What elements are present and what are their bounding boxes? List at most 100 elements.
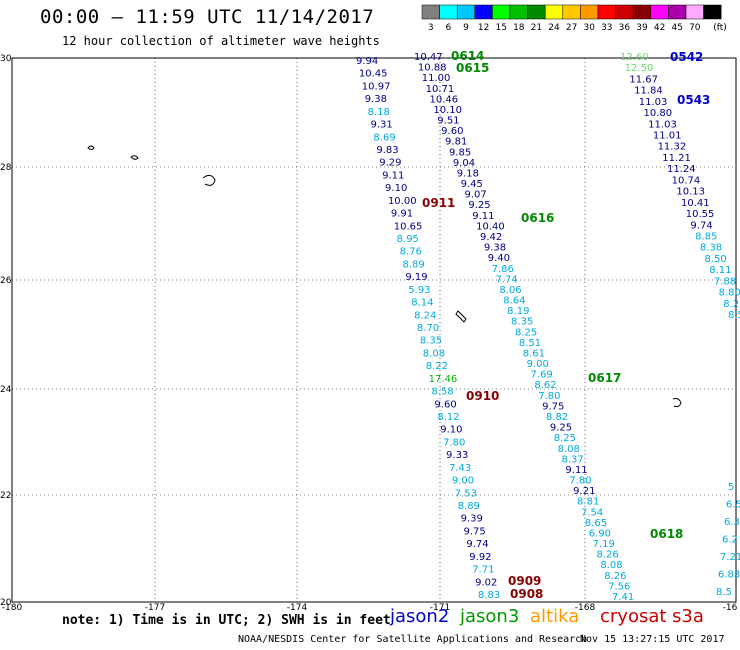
- legend-s3a: s3a: [672, 606, 704, 627]
- track2-value: 9.45: [461, 179, 483, 190]
- track1-value: 9.75: [463, 526, 485, 537]
- page-title: 00:00 – 11:59 UTC 11/14/2017: [40, 6, 375, 28]
- legend-swatch-label: 18: [513, 23, 525, 33]
- lon-label: -171: [430, 603, 450, 613]
- track1-value: 7.80: [443, 437, 465, 448]
- track3-value: 10.41: [681, 198, 710, 209]
- legend-swatch-15: [685, 4, 704, 20]
- track1-value: 8.12: [437, 412, 459, 423]
- track2-value: 8.19: [507, 306, 529, 317]
- track2-value: 9.07: [464, 190, 486, 201]
- track2-value: 11.00: [422, 73, 451, 84]
- track2-value: 9.81: [445, 137, 467, 148]
- track3-value: 8.5: [728, 310, 740, 321]
- lon-label: -16: [723, 603, 738, 613]
- legend-swatch-3: [474, 4, 493, 20]
- legend-jason2: jason2: [390, 606, 450, 627]
- track1-value: 8.83: [478, 590, 500, 601]
- legend-swatch-16: [703, 4, 722, 20]
- track4-value: 8.5: [716, 587, 732, 598]
- legend-swatch-label: 42: [654, 23, 665, 33]
- legend-swatch-label: 30: [583, 23, 595, 33]
- track1-value: 8.76: [400, 247, 422, 258]
- track1-value: 8.18: [368, 107, 390, 118]
- track4-value: 7.21: [720, 552, 740, 563]
- track2-value: 8.64: [503, 296, 525, 307]
- legend-swatch-2: [456, 4, 476, 20]
- track2-value: 6.90: [589, 528, 611, 539]
- track1-value: 8.35: [420, 336, 442, 347]
- track3-value: 10.13: [676, 187, 705, 198]
- track1-value: 9.11: [382, 170, 404, 181]
- lon-label: -174: [287, 603, 308, 613]
- track3-value: 11.03: [648, 119, 677, 130]
- island-outline: [87, 145, 95, 150]
- track1-value: 9.10: [440, 425, 462, 436]
- track3-value: 11.24: [667, 164, 696, 175]
- legend-swatch-label: 12: [478, 23, 489, 33]
- track2-value: 7.80: [569, 476, 591, 487]
- island-outline: [455, 310, 467, 323]
- track3-value: 11.32: [658, 142, 687, 153]
- legend-swatch-label: 45: [671, 23, 682, 33]
- legend-swatch-8: [562, 4, 581, 20]
- track1-value: 9.39: [461, 514, 483, 525]
- track1-value: 8.89: [458, 501, 480, 512]
- track2-value: 9.25: [550, 423, 572, 434]
- track2-value: 8.25: [554, 433, 576, 444]
- legend-swatch-label: 70: [689, 23, 701, 33]
- track3-value: 8.85: [695, 231, 717, 242]
- track2-value: 9.40: [488, 253, 510, 264]
- track1-value: 8.95: [397, 234, 419, 245]
- track2-value: 9.11: [472, 211, 494, 222]
- time-tag: 0617: [588, 371, 621, 385]
- legend-swatch-12: [632, 4, 652, 20]
- track2-value: 8.25: [515, 327, 537, 338]
- track2-value: 7.86: [492, 264, 514, 275]
- time-tag: 0911: [422, 196, 455, 210]
- track2-value: 8.26: [604, 571, 626, 582]
- legend-swatch-10: [597, 4, 616, 20]
- track2-value: 7.41: [612, 592, 634, 603]
- time-tag: 0616: [521, 211, 554, 225]
- legend-altika: altika: [530, 606, 580, 627]
- track1-value: 9.02: [475, 577, 497, 588]
- track2-value: 10.47: [414, 52, 443, 63]
- lat-label: 30: [0, 54, 12, 64]
- track1-value: 9.10: [385, 183, 407, 194]
- track1-value: 9.60: [434, 399, 456, 410]
- track1-value: 9.74: [466, 539, 488, 550]
- track3-value: 11.84: [634, 86, 663, 97]
- legend-jason3: jason3: [460, 606, 520, 627]
- track1-value: 9.31: [371, 120, 393, 131]
- track3-value: 10.74: [672, 175, 701, 186]
- track2-value: 9.42: [480, 232, 502, 243]
- track2-value: 9.60: [441, 126, 463, 137]
- track2-value: 7.19: [593, 539, 615, 550]
- legend-swatch-label: 24: [548, 23, 560, 33]
- legend-swatch-label: 39: [636, 23, 648, 33]
- lon-label: -177: [145, 603, 165, 613]
- track1-value: 10.97: [362, 81, 391, 92]
- time-tag: 0618: [650, 527, 683, 541]
- track2-value: 9.25: [468, 200, 490, 211]
- legend-swatch-1: [439, 4, 458, 20]
- time-tag: 0615: [456, 61, 489, 75]
- track1-value: 10.45: [359, 69, 388, 80]
- track1-value: 9.94: [356, 56, 378, 67]
- track1-value: 17.46: [429, 374, 458, 385]
- track3-value: 11.01: [653, 131, 682, 142]
- credit-text: NOAA/NESDIS Center for Satellite Applica…: [238, 634, 588, 645]
- legend-swatch-label: 36: [619, 23, 631, 33]
- track3-value: 8.50: [705, 254, 727, 265]
- track2-value: 8.51: [519, 338, 541, 349]
- time-tag: 0908: [510, 587, 543, 601]
- footer-note: note: 1) Time is in UTC; 2) SWH is in fe…: [62, 613, 391, 628]
- track2-value: 10.88: [418, 63, 447, 74]
- island-outline: [202, 174, 216, 186]
- track2-value: 9.11: [565, 465, 587, 476]
- legend-swatch-5: [509, 4, 528, 20]
- lon-label: -180: [2, 603, 23, 613]
- legend-swatch-label: 33: [601, 23, 612, 33]
